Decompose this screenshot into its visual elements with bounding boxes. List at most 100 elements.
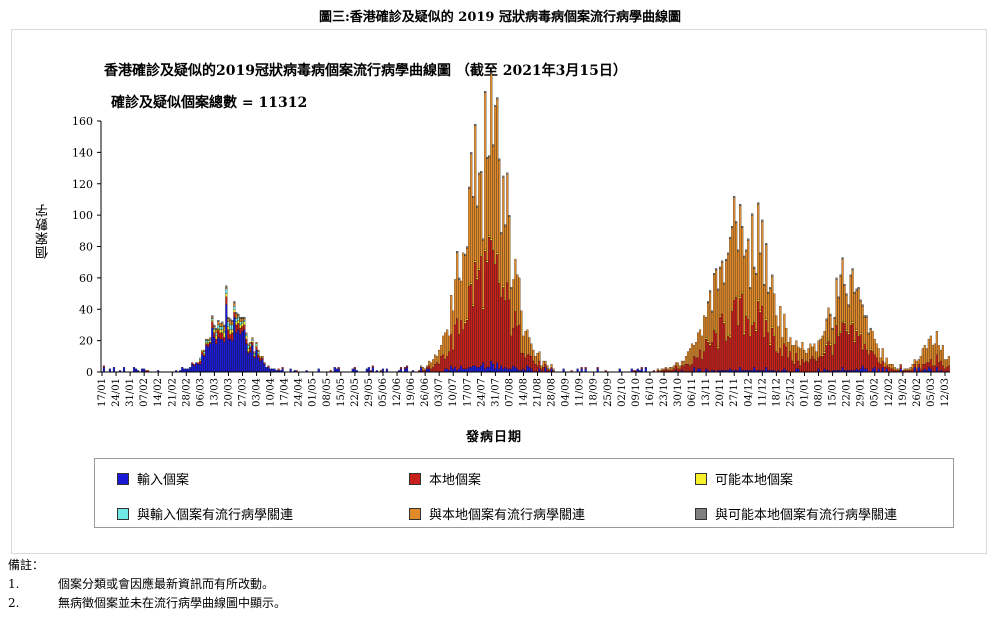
bar-epi_possible: [456, 251, 459, 253]
legend-swatch-epi-local: [409, 507, 421, 520]
bar-imported: [881, 367, 884, 373]
bar-local: [506, 282, 509, 369]
y-tick-label: 40: [79, 303, 93, 316]
bar-epi_possible: [482, 238, 485, 241]
bar-epi_possible: [725, 258, 728, 261]
bar-epi_local: [424, 368, 427, 371]
bar-epi_local: [745, 251, 748, 315]
bar-possible: [255, 345, 258, 348]
bar-epi_local: [773, 293, 776, 335]
bar-epi_local: [723, 284, 726, 322]
bar-epi_local: [546, 365, 549, 369]
bar-epi_imported: [241, 321, 244, 324]
bar-local: [709, 345, 712, 373]
bar-local: [500, 296, 503, 366]
bar-epi_possible: [833, 316, 836, 319]
bar-epi_possible: [470, 152, 473, 155]
bar-local: [817, 357, 820, 369]
bar-epi_possible: [205, 338, 208, 341]
x-tick-label: 05/03: [926, 378, 937, 407]
bar-epi_local: [941, 345, 944, 366]
bar-local: [502, 287, 505, 369]
bar-imported: [211, 327, 214, 373]
bar-epi_local: [887, 364, 890, 368]
bar-epi_local: [207, 338, 210, 341]
bar-epi_local: [496, 98, 499, 253]
bar-epi_local: [841, 258, 844, 321]
bar-epi_imported: [219, 326, 222, 330]
bar-local: [887, 367, 890, 373]
bar-local: [847, 334, 850, 371]
note-1-text: 個案分類或會因應最新資訊而有所改動。: [58, 577, 275, 591]
bar-local: [735, 296, 738, 371]
bar-local: [516, 326, 519, 369]
bar-epi_local: [235, 313, 238, 319]
bar-epi_possible: [733, 196, 736, 198]
bar-local: [849, 324, 852, 371]
bar-imported: [181, 367, 184, 373]
bar-epi_local: [925, 348, 928, 363]
bar-possible: [847, 332, 850, 335]
bar-epi_local: [688, 348, 692, 366]
bar-epi_possible: [745, 249, 748, 252]
bar-epi_local: [534, 356, 537, 365]
bar-epi_imported: [253, 353, 256, 355]
x-tick-label: 11/12: [757, 378, 768, 407]
bar-local: [466, 320, 469, 369]
bar-local: [719, 316, 722, 371]
bar-possible: [833, 342, 836, 344]
bar-epi_local: [869, 329, 872, 349]
bar-possible: [859, 332, 862, 335]
bar-local: [845, 331, 848, 371]
bar-epi_local: [219, 323, 222, 327]
bar-epi_local: [450, 295, 453, 335]
legend-item-epi-imported: 與輸入個案有流行病學關連: [117, 504, 293, 523]
bar-local: [703, 351, 706, 373]
bar-imported: [195, 362, 198, 373]
bar-local: [688, 365, 692, 373]
bar-local: [219, 332, 222, 340]
bar-imported: [692, 367, 696, 373]
bar-epi_local: [775, 315, 778, 352]
bar-epi_local: [747, 240, 750, 318]
bar-possible: [857, 334, 860, 337]
bar-epi_local: [845, 295, 848, 330]
bar-epi_imported: [243, 320, 246, 322]
x-tick-label: 14/08: [518, 378, 529, 407]
bar-epi_local: [430, 362, 433, 369]
bar-local: [939, 360, 942, 371]
bar-imported: [229, 338, 232, 373]
bar-possible: [464, 321, 467, 324]
bar-possible: [227, 326, 230, 330]
bar-possible: [741, 291, 744, 294]
bar-epi_local: [711, 312, 714, 343]
bar-epi_local: [719, 268, 722, 316]
bar-possible: [709, 343, 712, 346]
bar-local: [777, 353, 780, 371]
bar-imported: [255, 349, 258, 373]
bar-imported: [488, 367, 491, 373]
bar-imported: [257, 357, 260, 373]
bar-local: [801, 359, 804, 373]
bar-local: [201, 351, 204, 355]
bar-local: [498, 282, 501, 369]
x-tick-label: 17/07: [462, 378, 473, 407]
bar-imported: [468, 367, 471, 373]
bar-local: [640, 367, 643, 369]
bar-local: [835, 324, 838, 371]
y-tick-label: 140: [72, 146, 93, 159]
bar-possible: [719, 315, 722, 318]
bar-local: [221, 332, 224, 340]
bar-imported: [225, 304, 228, 373]
bar-local: [825, 345, 828, 371]
bar-epi_possible: [241, 316, 244, 319]
bar-local: [436, 362, 439, 373]
bar-local: [682, 365, 686, 373]
bar-local: [779, 348, 782, 373]
bar-epi_possible: [831, 327, 834, 330]
x-tick-label: 17/01: [97, 378, 108, 407]
bar-epi_local: [508, 216, 511, 300]
bar-epi_local: [821, 335, 824, 355]
bar-epi_local: [731, 227, 734, 310]
bar-epi_local: [705, 316, 708, 338]
